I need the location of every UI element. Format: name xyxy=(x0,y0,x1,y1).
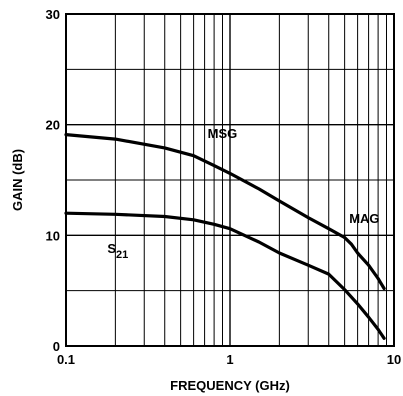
x-axis-ticks: 0.1 1 10 xyxy=(57,352,401,367)
x-tick-label: 1 xyxy=(226,352,233,367)
y-axis-ticks: 0 10 20 30 xyxy=(46,7,60,354)
x-tick-label: 0.1 xyxy=(57,352,75,367)
x-axis-label: FREQUENCY (GHz) xyxy=(170,378,290,393)
y-tick-label: 30 xyxy=(46,7,60,22)
mag-curve xyxy=(343,235,386,291)
series-label: MSG xyxy=(208,126,238,141)
plot-frame xyxy=(65,13,395,347)
msg-curve xyxy=(64,133,347,240)
series-layer xyxy=(64,133,386,340)
s21-curve xyxy=(64,211,386,340)
series-label: MAG xyxy=(349,211,379,226)
y-tick-label: 10 xyxy=(46,228,60,243)
series-label-subscript: 21 xyxy=(116,249,128,261)
grid-lines xyxy=(66,14,394,346)
x-tick-label: 10 xyxy=(387,352,401,367)
y-tick-label: 20 xyxy=(46,118,60,133)
y-tick-label: 0 xyxy=(53,339,60,354)
y-axis-label: GAIN (dB) xyxy=(10,149,25,211)
